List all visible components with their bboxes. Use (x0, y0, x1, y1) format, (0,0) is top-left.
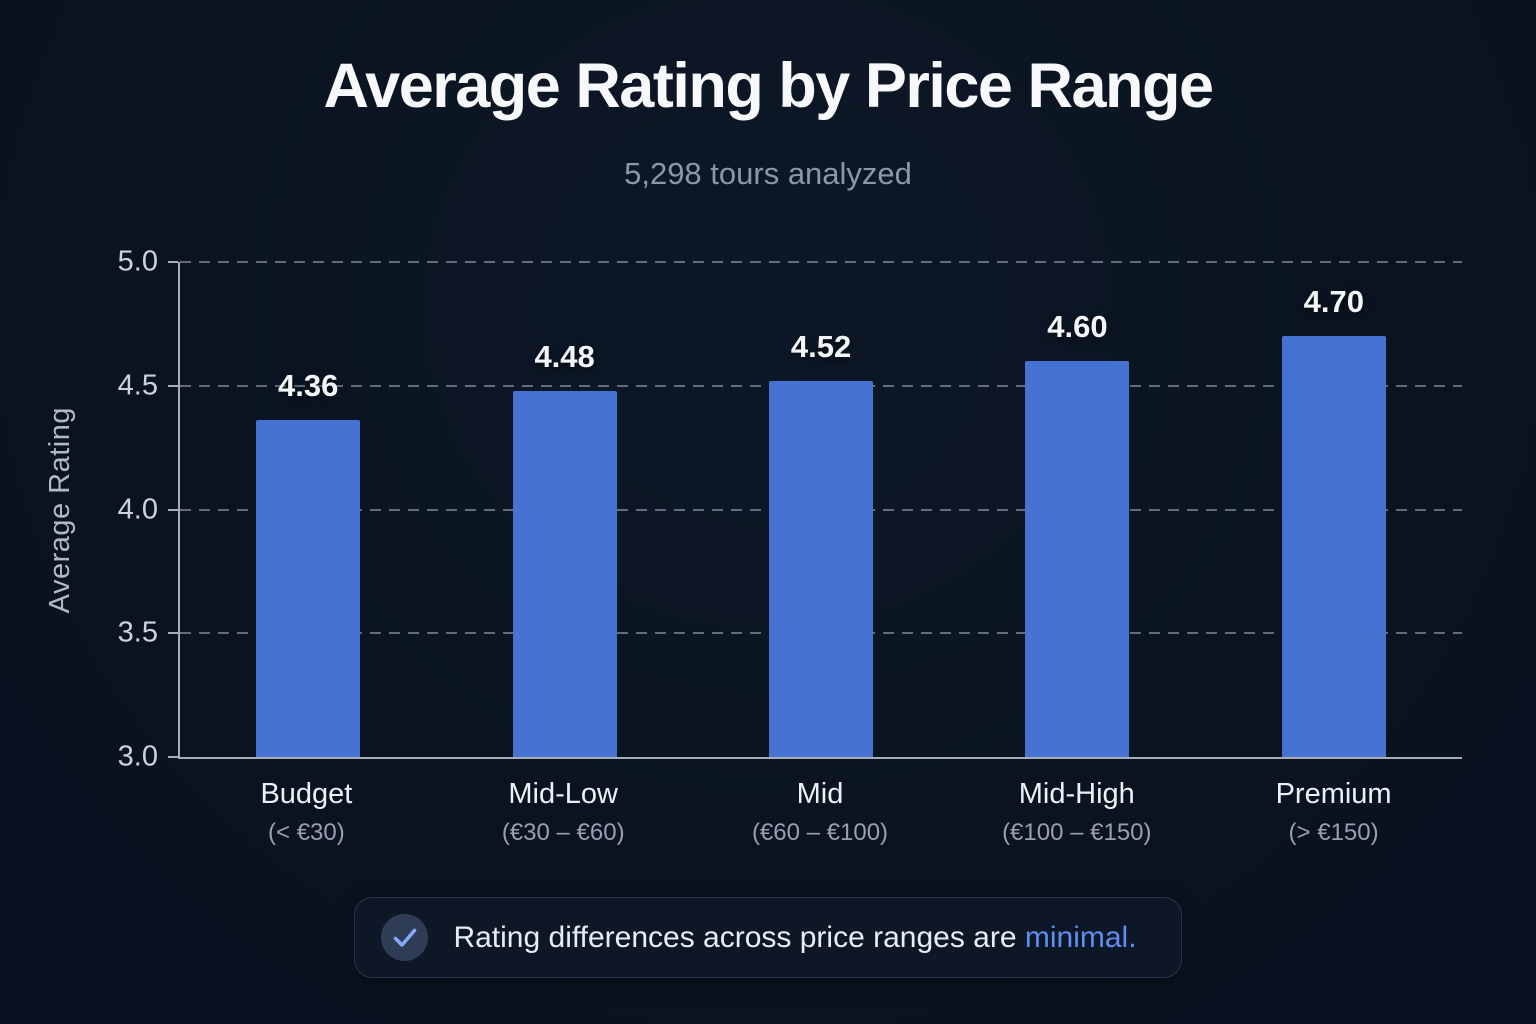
footnote-text: Rating differences across price ranges a… (453, 921, 1136, 955)
y-tick-label: 5.0 (117, 245, 158, 278)
category-range: (€100 – €150) (1002, 819, 1152, 846)
check-icon (381, 914, 429, 961)
footnote-container: Rating differences across price ranges a… (0, 897, 1536, 978)
bar-group-mid: 4.52 (693, 262, 949, 757)
bar-group-premium: 4.70 (1206, 262, 1462, 757)
bar-chart-plot-area: 5.0 4.5 4.0 3.5 3.0 4.36 4.48 4.52 4.60 … (118, 246, 1462, 773)
y-axis-title-container: Average Rating (38, 262, 82, 759)
bar-value-label: 4.48 (534, 338, 595, 374)
x-category-mid-high: Mid-High (€100 – €150) (948, 778, 1205, 847)
x-category-budget: Budget (< €30) (178, 778, 435, 847)
y-tick-label: 4.5 (117, 369, 158, 402)
y-tick-mark (168, 756, 178, 758)
bar-value-label: 4.36 (278, 368, 339, 404)
category-range: (< €30) (268, 819, 345, 846)
category-range: (€30 – €60) (501, 819, 625, 846)
bar-value-label: 4.60 (1047, 309, 1108, 344)
gridline-5.0 (180, 261, 1462, 263)
x-category-mid: Mid (€60 – €100) (692, 778, 949, 847)
page-title: Average Rating by Price Range (323, 51, 1214, 121)
category-range: (€60 – €100) (751, 819, 889, 846)
page-subtitle: 5,298 tours analyzed (624, 156, 912, 191)
bar-mid-high (1025, 361, 1130, 757)
y-tick-mark (168, 384, 178, 387)
category-range: (> €150) (1288, 819, 1379, 846)
footnote-text-prefix: Rating differences across price ranges a… (453, 920, 1025, 954)
y-tick-label: 4.0 (117, 493, 158, 525)
bar-group-mid-high: 4.60 (949, 262, 1205, 757)
bar-mid-low (512, 390, 617, 757)
bar-mid (769, 380, 874, 757)
bar-budget (256, 420, 361, 757)
bar-value-label: 4.52 (790, 328, 852, 364)
category-label: Mid-Low (508, 778, 618, 810)
y-tick-mark (168, 632, 178, 635)
y-tick-label: 3.0 (117, 740, 158, 773)
y-tick-mark (168, 261, 178, 263)
y-tick-label: 3.5 (117, 616, 158, 649)
footnote-highlight: minimal. (1024, 920, 1137, 954)
y-tick-mark (168, 508, 178, 511)
category-label: Mid-High (1018, 778, 1135, 810)
bar-group-budget: 4.36 (180, 262, 436, 757)
y-axis-title: Average Rating (43, 407, 76, 614)
category-label: Premium (1275, 778, 1392, 810)
footnote-pill: Rating differences across price ranges a… (354, 897, 1182, 978)
bars-container: 4.36 4.48 4.52 4.60 4.70 (180, 262, 1462, 757)
category-label: Budget (260, 778, 353, 810)
x-axis-labels: Budget (< €30) Mid-Low (€30 – €60) Mid (… (178, 778, 1462, 847)
x-category-mid-low: Mid-Low (€30 – €60) (435, 778, 692, 847)
bar-value-label: 4.70 (1303, 284, 1364, 320)
category-label: Mid (796, 778, 844, 810)
bar-premium (1281, 336, 1386, 757)
x-category-premium: Premium (> €150) (1205, 778, 1462, 847)
bar-group-mid-low: 4.48 (436, 262, 692, 757)
